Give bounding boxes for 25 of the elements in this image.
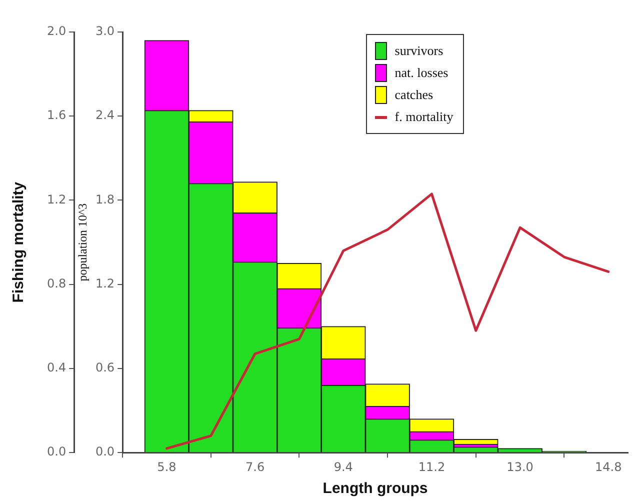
legend-label: f. mortality bbox=[394, 109, 454, 125]
y-tick-label: 3.0 bbox=[95, 24, 115, 38]
x-tick-label: 9.4 bbox=[334, 460, 353, 474]
legend-label: survivors bbox=[394, 43, 444, 59]
x-tick-label: 11.2 bbox=[418, 460, 446, 474]
x-axis-title: Length groups bbox=[322, 480, 428, 498]
legend-label: catches bbox=[394, 87, 434, 103]
y2-tick-label: 2.0 bbox=[46, 24, 66, 38]
legend-label: nat. losses bbox=[394, 65, 448, 81]
y2-tick-label: 0.4 bbox=[46, 360, 66, 375]
y-tick-label: 0.0 bbox=[95, 444, 115, 459]
y2-axis-title: Fishing mortality bbox=[10, 181, 28, 303]
x-tick-label: 13.0 bbox=[506, 460, 534, 474]
y-tick-label: 2.4 bbox=[95, 108, 115, 122]
x-tick-label: 7.6 bbox=[246, 460, 265, 474]
y-tick-label: 1.2 bbox=[95, 276, 115, 290]
y2-tick-label: 1.2 bbox=[46, 192, 66, 206]
y2-tick-label: 0.0 bbox=[46, 444, 66, 459]
y-tick-label: 1.8 bbox=[95, 192, 115, 206]
y-axis-title: population 10^3 bbox=[75, 203, 90, 282]
y2-tick-label: 1.6 bbox=[46, 108, 66, 122]
y-tick-label: 0.6 bbox=[95, 360, 115, 375]
x-tick-label: 14.8 bbox=[595, 460, 622, 474]
y2-tick-label: 0.8 bbox=[46, 276, 66, 290]
x-tick-label: 5.8 bbox=[157, 460, 176, 474]
